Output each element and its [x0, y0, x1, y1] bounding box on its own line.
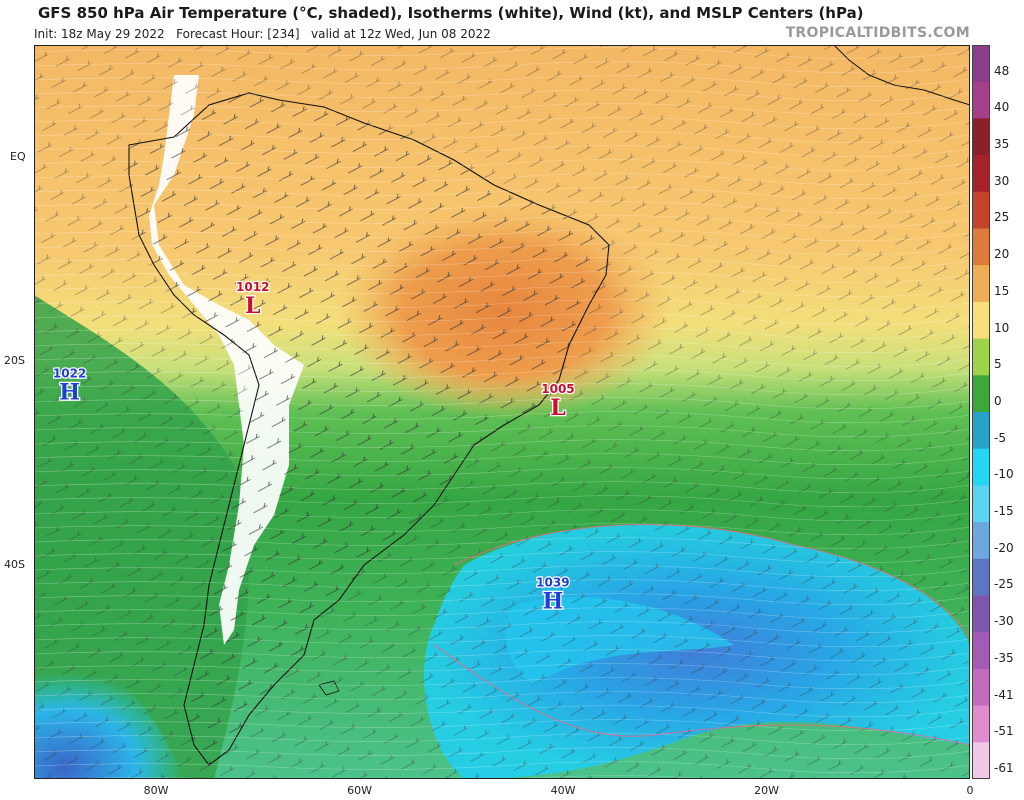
colorbar-swatch	[972, 155, 990, 193]
longitude-label: 80W	[143, 784, 169, 797]
colorbar-label: -20	[994, 540, 1014, 555]
colorbar-swatch	[972, 265, 990, 303]
colorbar-swatch	[972, 118, 990, 156]
high-pressure-symbol: H	[542, 589, 563, 615]
colorbar-swatch	[972, 558, 990, 596]
colorbar-label: 35	[994, 137, 1010, 152]
colorbar-swatch	[972, 45, 990, 83]
zero-isotherm	[433, 644, 970, 746]
init-time: Init: 18z May 29 2022	[34, 27, 165, 41]
brand-watermark: TROPICALTIDBITS.COM	[785, 25, 970, 41]
colorbar-swatch	[972, 742, 990, 779]
isotherms	[34, 45, 970, 779]
pressure-value: 1039	[536, 576, 569, 590]
chart-title: GFS 850 hPa Air Temperature (°C, shaded)…	[38, 4, 864, 22]
colorbar-swatch	[972, 485, 990, 523]
chart-subtitle: Init: 18z May 29 2022 Forecast Hour: [23…	[34, 27, 491, 41]
forecast-hour: Forecast Hour: [234]	[176, 27, 300, 41]
colorbar-swatch	[972, 228, 990, 266]
longitude-label: 40W	[550, 784, 576, 797]
colorbar-label: 0	[994, 393, 1002, 408]
colorbar-label: 30	[994, 173, 1010, 188]
longitude-label: 60W	[347, 784, 372, 797]
colorbar-label: -35	[994, 650, 1014, 665]
colorbar-label: 48	[994, 63, 1010, 78]
low-pressure-symbol: L	[550, 395, 565, 421]
colorbar-swatch	[972, 522, 990, 560]
colorbar-label: 25	[994, 210, 1010, 225]
colorbar-frame	[972, 45, 990, 779]
longitude-label: 20W	[754, 784, 779, 797]
colorbar-label: -25	[994, 577, 1014, 592]
colorbar-swatch	[972, 595, 990, 633]
colorbar-label: -41	[994, 687, 1014, 702]
high-pressure-symbol: H	[59, 380, 80, 406]
pressure-value: 1012	[236, 280, 269, 294]
pressure-value: 1022	[53, 367, 86, 381]
colorbar-label: 5	[994, 357, 1002, 372]
colorbar-swatch	[972, 632, 990, 670]
colorbar-label: -61	[994, 760, 1014, 775]
colorbar-swatch	[972, 191, 990, 229]
colorbar-swatch	[972, 81, 990, 119]
latitude-label: 20S	[4, 354, 25, 368]
colorbar-label: -15	[994, 504, 1014, 519]
map-frame	[34, 45, 970, 779]
colorbar-label: 15	[994, 283, 1010, 298]
colorbar-label: -51	[994, 724, 1014, 739]
colorbar-label: -10	[994, 467, 1014, 482]
colorbar-label: -5	[994, 430, 1006, 445]
pressure-value: 1005	[541, 382, 574, 396]
colorbar-swatch	[972, 301, 990, 340]
colorbar-label: 40	[994, 100, 1010, 115]
zero-isotherm	[453, 524, 970, 641]
latitude-label: 40S	[4, 557, 25, 571]
colorbar-label: -30	[994, 614, 1014, 629]
colorbar-swatch	[972, 412, 990, 450]
low-pressure-symbol: L	[245, 293, 260, 319]
colorbar-label: 10	[994, 320, 1010, 335]
valid-time: valid at 12z Wed, Jun 08 2022	[311, 27, 491, 41]
colorbar-swatch	[972, 668, 990, 707]
colorbar-swatch	[972, 705, 990, 743]
colorbar-swatch	[972, 338, 990, 376]
colorbar-swatch	[972, 448, 990, 486]
colorbar-label: 20	[994, 247, 1010, 262]
latitude-label: EQ	[10, 150, 26, 164]
temperature-colorbar	[972, 45, 990, 779]
colorbar-swatch	[972, 375, 990, 413]
longitude-label: 0	[966, 784, 974, 797]
